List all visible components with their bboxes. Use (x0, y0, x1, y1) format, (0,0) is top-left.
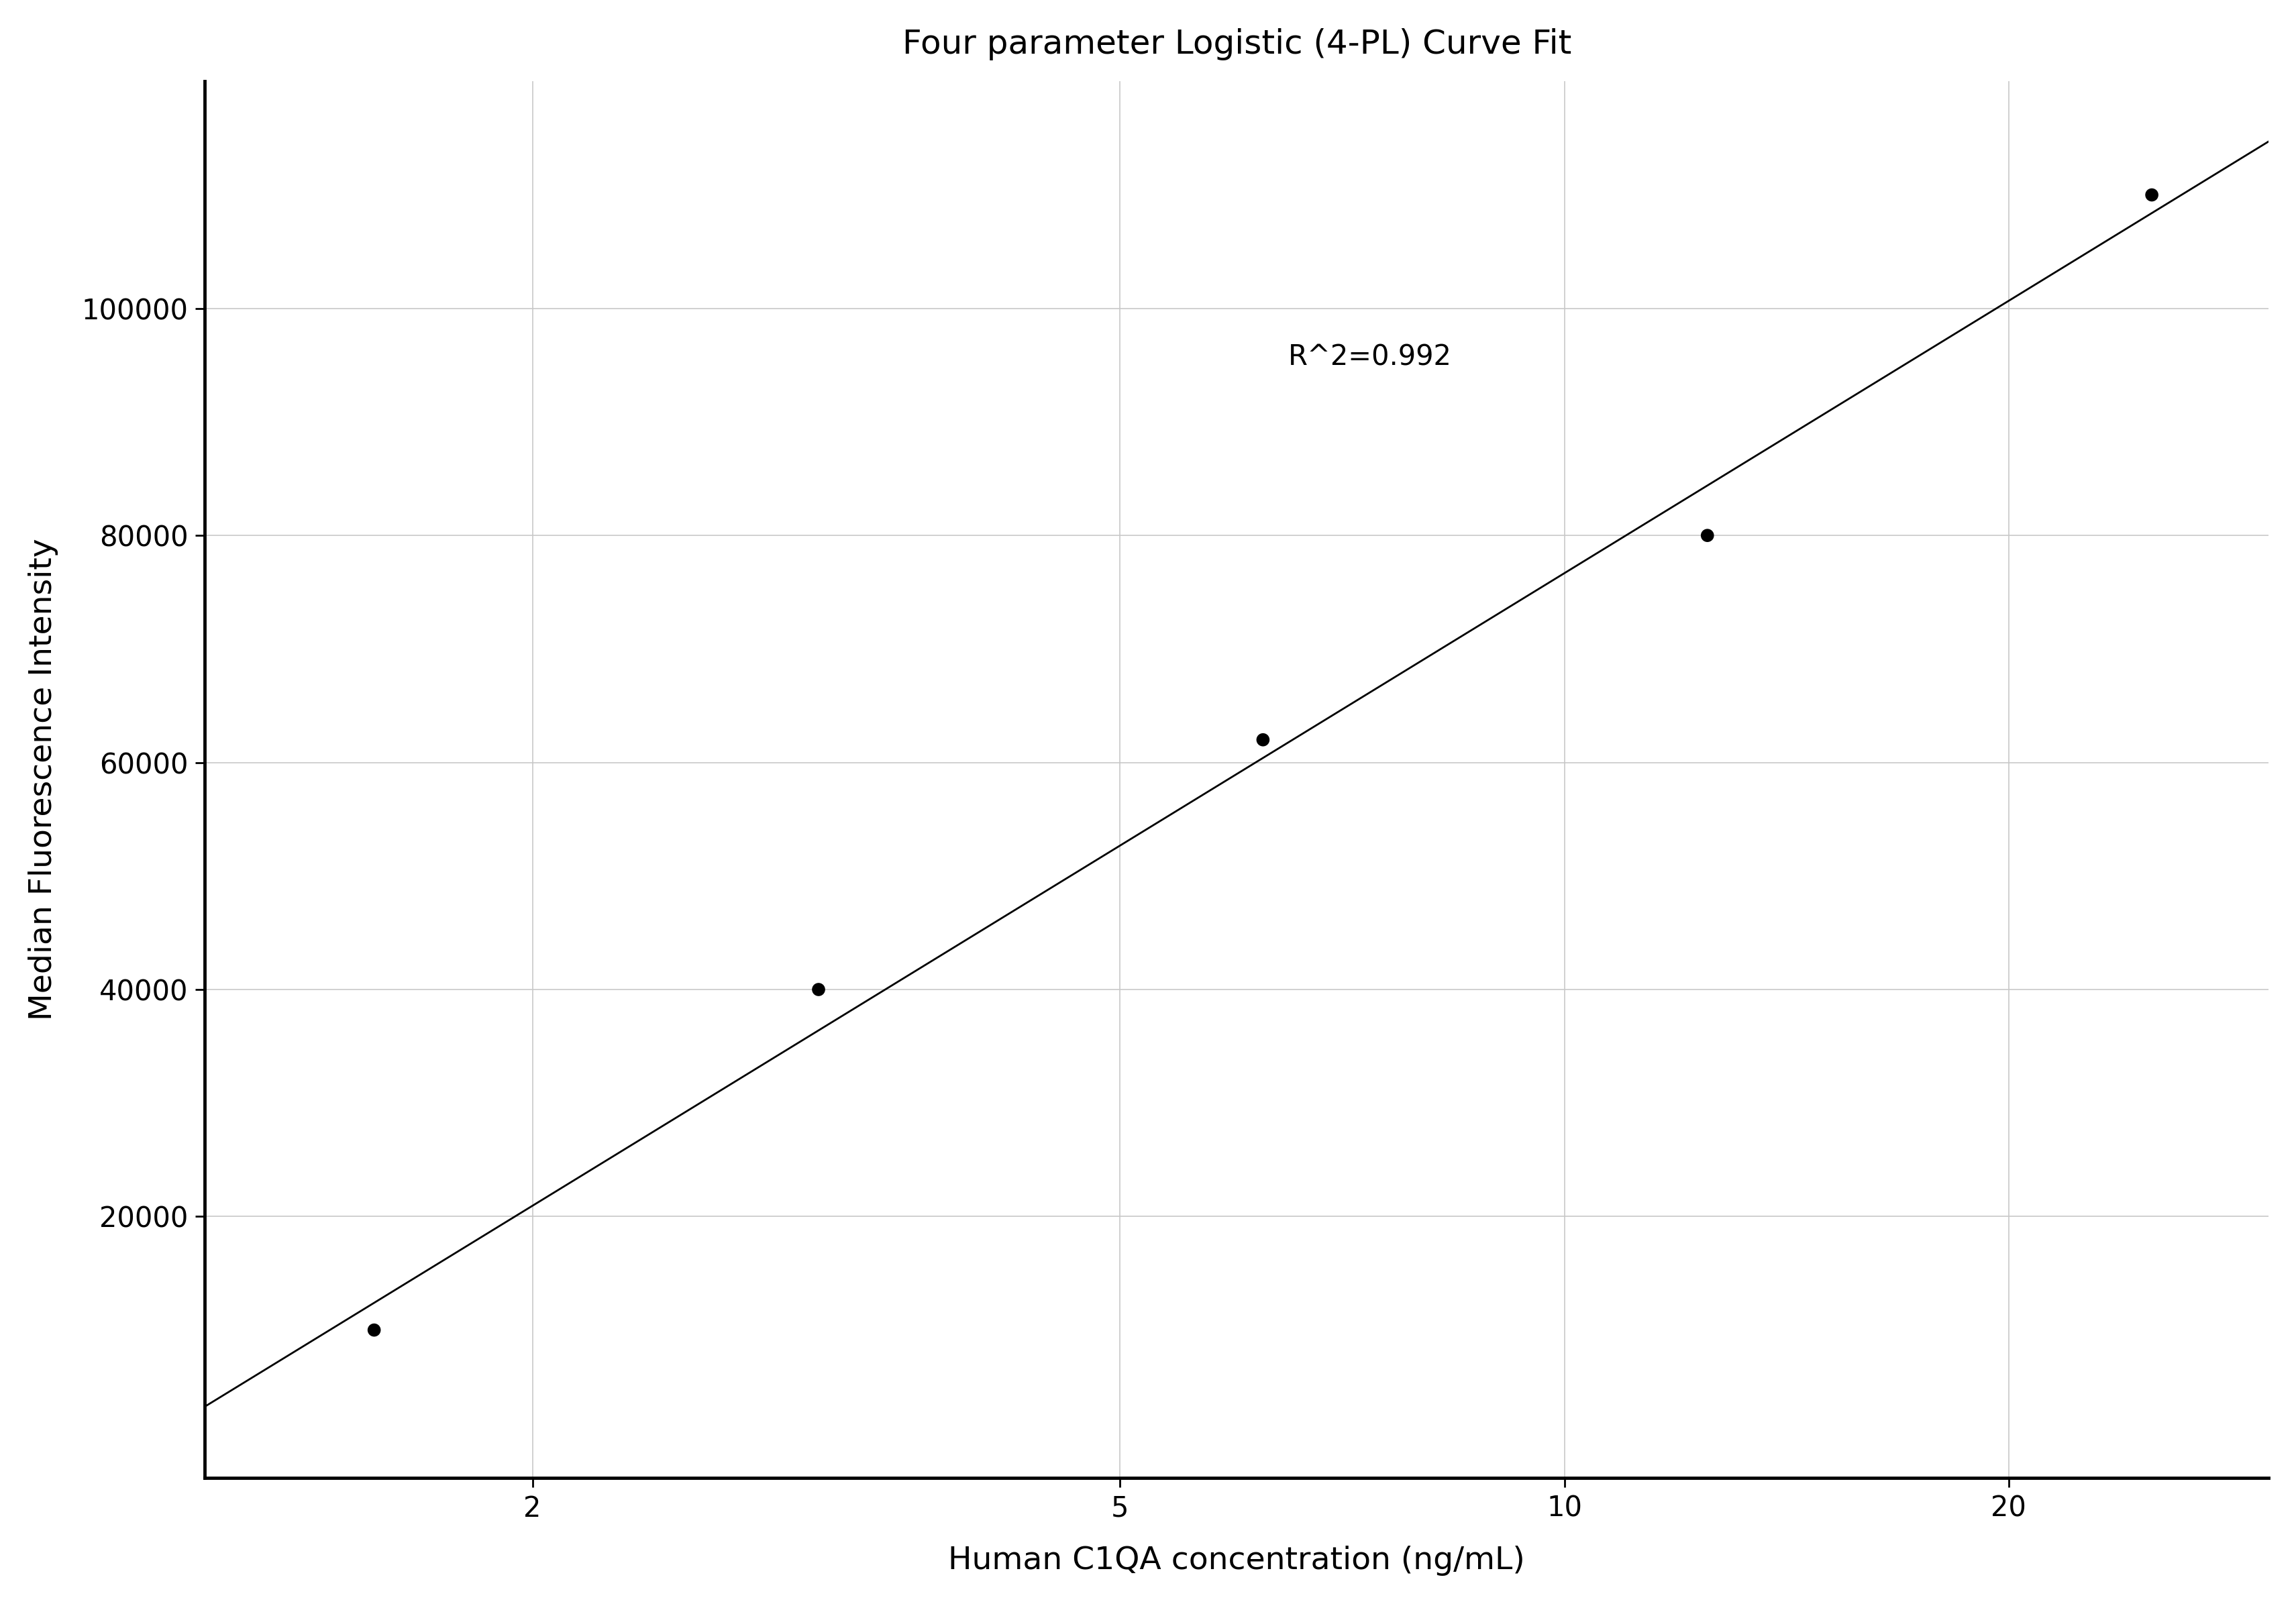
Title: Four parameter Logistic (4-PL) Curve Fit: Four parameter Logistic (4-PL) Curve Fit (902, 27, 1570, 61)
Point (356, 1317, 393, 1343)
Text: R^2=0.992: R^2=0.992 (1288, 343, 1451, 371)
Y-axis label: Median Fluorescence Intensity: Median Fluorescence Intensity (28, 539, 57, 1020)
Point (2133, 183, 2170, 209)
Point (1244, 727, 1281, 752)
X-axis label: Human C1QA concentration (ng/mL): Human C1QA concentration (ng/mL) (948, 1546, 1525, 1577)
Point (799, 977, 836, 1002)
Point (1688, 523, 1724, 549)
